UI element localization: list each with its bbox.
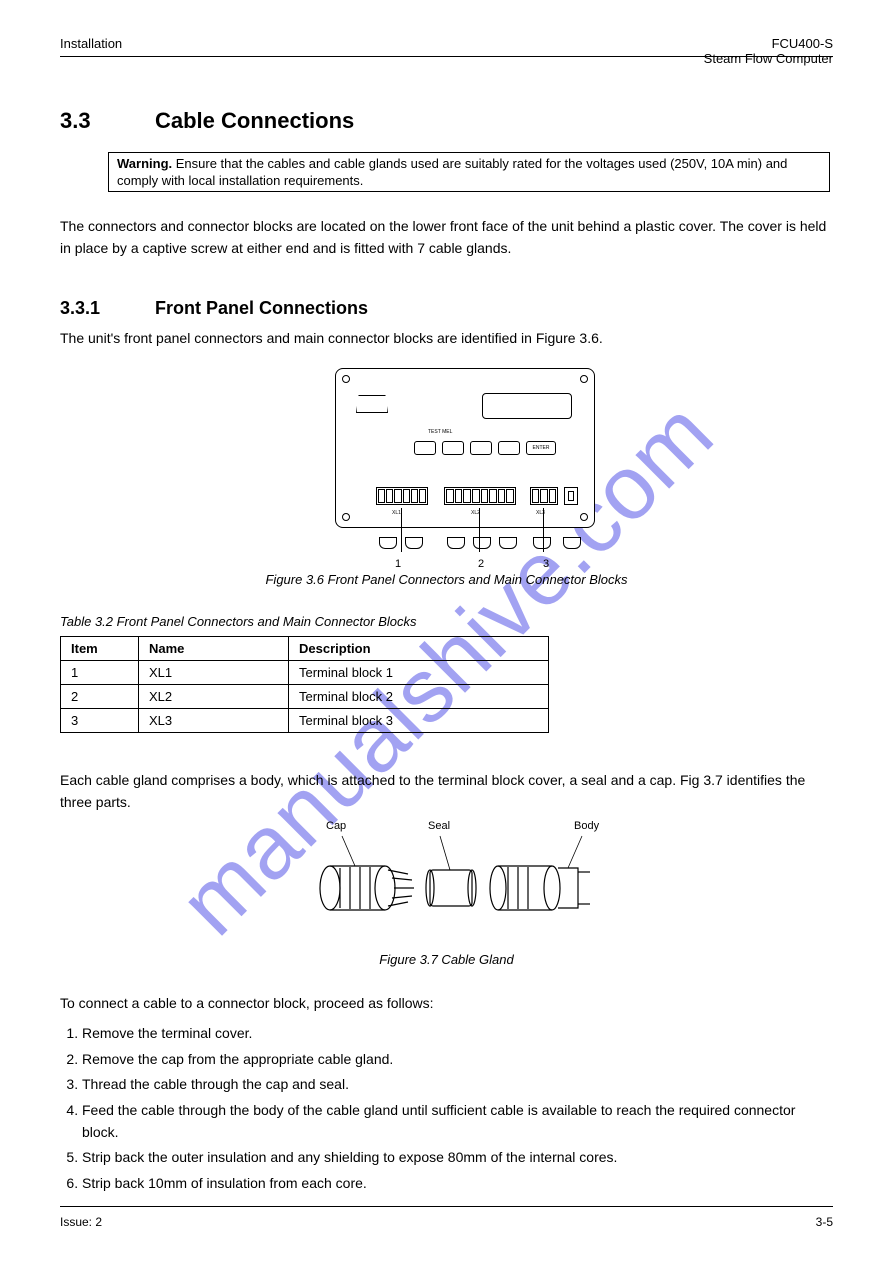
header-product-code: FCU400-S [704, 36, 833, 51]
connectors-paragraph: The connectors and connector blocks are … [60, 216, 833, 259]
panel-button [414, 441, 436, 455]
warning-label: Warning. [117, 156, 172, 171]
terminal-block-1 [376, 487, 428, 505]
front-panel-figure: TEST MEL ENTER XL1 XL2 XL3 [335, 368, 595, 553]
panel-button [498, 441, 520, 455]
gland-icon [447, 537, 465, 549]
gland-icon [405, 537, 423, 549]
footer-issue: Issue: 2 [60, 1215, 102, 1229]
warning-body: Ensure that the cables and cable glands … [117, 156, 787, 188]
step-item: Strip back the outer insulation and any … [82, 1146, 833, 1168]
table-row: 3 XL3 Terminal block 3 [61, 709, 549, 733]
page-header: Installation FCU400-S Steam Flow Compute… [60, 36, 833, 51]
table-cell: 3 [61, 709, 139, 733]
table-cell: 1 [61, 661, 139, 685]
table-cell: Terminal block 3 [289, 709, 549, 733]
table-row: 2 XL2 Terminal block 2 [61, 685, 549, 709]
callout-2: 2 [478, 558, 484, 570]
db9-port-icon [356, 395, 388, 413]
gland-icon [499, 537, 517, 549]
figure-1-caption: Figure 3.6 Front Panel Connectors and Ma… [60, 572, 833, 587]
terminal-label-1: XL1 [392, 510, 401, 516]
table-cell: 2 [61, 685, 139, 709]
table-header: Item [61, 637, 139, 661]
step-item: Remove the cap from the appropriate cabl… [82, 1048, 833, 1070]
figure-2-caption: Figure 3.7 Cable Gland [60, 952, 833, 967]
mount-hole-icon [342, 375, 350, 383]
page-footer: Issue: 2 3-5 [60, 1215, 833, 1229]
leader-line [543, 508, 544, 552]
table-cell: XL3 [139, 709, 289, 733]
panel-button [442, 441, 464, 455]
table-row: 1 XL1 Terminal block 1 [61, 661, 549, 685]
terminal-block-2 [444, 487, 516, 505]
device-body: TEST MEL ENTER XL1 XL2 XL3 [335, 368, 595, 528]
mount-hole-icon [580, 513, 588, 521]
steps-intro: To connect a cable to a connector block,… [60, 992, 833, 1014]
subsection-title: Front Panel Connections [155, 298, 368, 319]
mount-hole-icon [342, 513, 350, 521]
table-cell: Terminal block 2 [289, 685, 549, 709]
leader-line [401, 508, 402, 552]
gland-label-body: Body [574, 820, 599, 832]
header-left: Installation [60, 36, 122, 51]
panel-enter-button: ENTER [526, 441, 556, 455]
step-item: Feed the cable through the body of the c… [82, 1099, 833, 1144]
header-rule [60, 56, 833, 57]
section-title: Cable Connections [155, 108, 354, 134]
terminal-block-3 [530, 487, 558, 505]
power-connector-icon [564, 487, 578, 505]
table-caption: Table 3.2 Front Panel Connectors and Mai… [60, 614, 417, 629]
steps-block: To connect a cable to a connector block,… [60, 992, 833, 1197]
callout-3: 3 [543, 558, 549, 570]
footer-rule [60, 1206, 833, 1207]
cable-gland-figure: Cap Seal Body [280, 828, 600, 938]
footer-page-number: 3-5 [816, 1215, 833, 1229]
step-item: Strip back 10mm of insulation from each … [82, 1172, 833, 1194]
header-product-name: Steam Flow Computer [704, 51, 833, 66]
subsection-number: 3.3.1 [60, 298, 100, 319]
gland-label-seal: Seal [428, 820, 450, 832]
step-item: Thread the cable through the cap and sea… [82, 1073, 833, 1095]
panel-button [470, 441, 492, 455]
table-cell: XL2 [139, 685, 289, 709]
button-row-label: TEST MEL [428, 429, 452, 435]
gland-icon [563, 537, 581, 549]
gland-icon [533, 537, 551, 549]
button-row: ENTER [414, 441, 556, 455]
table-cell: XL1 [139, 661, 289, 685]
gland-icon [473, 537, 491, 549]
step-item: Remove the terminal cover. [82, 1022, 833, 1044]
mount-hole-icon [580, 375, 588, 383]
cable-gland-svg [280, 828, 600, 938]
table-header: Name [139, 637, 289, 661]
table-header-row: Item Name Description [61, 637, 549, 661]
connector-table: Item Name Description 1 XL1 Terminal blo… [60, 636, 549, 733]
front-panel-paragraph: The unit's front panel connectors and ma… [60, 330, 833, 346]
callout-1: 1 [395, 558, 401, 570]
gland-paragraph: Each cable gland comprises a body, which… [60, 770, 833, 813]
leader-line [479, 508, 480, 552]
lcd-display-icon [482, 393, 572, 419]
table-header: Description [289, 637, 549, 661]
table-cell: Terminal block 1 [289, 661, 549, 685]
section-number: 3.3 [60, 108, 91, 134]
gland-icon [379, 537, 397, 549]
warning-box: Warning. Ensure that the cables and cabl… [108, 152, 830, 192]
gland-label-cap: Cap [326, 820, 346, 832]
